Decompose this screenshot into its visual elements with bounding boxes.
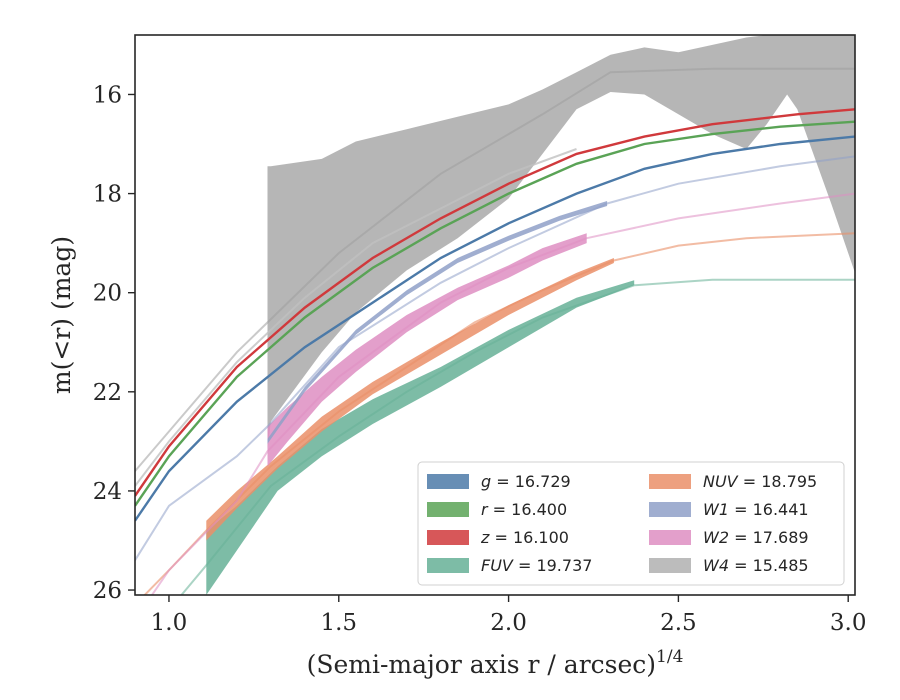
series-line-r — [135, 120, 855, 507]
x-tick-label: 1.0 — [151, 610, 188, 636]
x-axis-label: (Semi-major axis r / arcsec)1/4 — [307, 647, 684, 679]
y-tick-label: 22 — [93, 380, 122, 406]
legend-swatch-r — [427, 502, 469, 517]
y-tick-label: 18 — [93, 182, 122, 208]
series-line-g — [135, 135, 855, 522]
legend-value: = 17.689 — [729, 528, 809, 547]
series-band-w4 — [267, 35, 855, 452]
legend-value: = 15.485 — [729, 556, 809, 575]
legend-swatch-w1 — [649, 502, 691, 517]
x-axis: 1.0 1.5 2.0 2.5 3.0 — [151, 595, 867, 636]
legend-value: = 16.441 — [729, 500, 809, 519]
y-tick-label: 16 — [93, 82, 122, 108]
y-axis: 16 18 20 22 24 26 — [93, 82, 135, 604]
legend-swatch-nuv — [649, 474, 691, 489]
legend-value: = 16.400 — [488, 500, 568, 519]
legend-symbol: z — [480, 528, 490, 547]
y-tick-label: 26 — [93, 578, 122, 604]
y-tick-label: 24 — [93, 479, 122, 505]
legend-label-w1: W1 = 16.441 — [703, 500, 809, 519]
x-tick-label: 2.5 — [660, 610, 697, 636]
legend-label-w4: W4 = 15.485 — [703, 556, 809, 575]
x-axis-label-main: (Semi-major axis r / arcsec) — [307, 650, 656, 679]
legend-symbol: W1 — [703, 500, 729, 519]
x-tick-label: 3.0 — [830, 610, 867, 636]
legend-label-w2: W2 = 17.689 — [703, 528, 809, 547]
legend-label-g: g = 16.729 — [481, 472, 571, 491]
plot-area — [135, 35, 855, 595]
legend-label-nuv: NUV = 18.795 — [703, 472, 817, 491]
y-axis-label: m(<r) (mag) — [47, 236, 76, 394]
legend-label-r: r = 16.400 — [481, 500, 567, 519]
legend-symbol: r — [481, 500, 489, 519]
x-tick-label: 1.5 — [320, 610, 357, 636]
y-tick-label: 20 — [93, 281, 122, 307]
series-line-z — [135, 108, 855, 497]
legend-swatch-w4 — [649, 558, 691, 573]
legend-value: = 16.100 — [489, 528, 569, 547]
legend-symbol: g — [481, 472, 491, 491]
plot-frame — [134, 34, 856, 596]
series-line-w1 — [135, 155, 855, 561]
legend-swatch-z — [427, 530, 469, 545]
legend-symbol: W2 — [703, 528, 729, 547]
x-axis-label-exponent: 1/4 — [656, 647, 683, 667]
x-tick-label: 2.0 — [490, 610, 527, 636]
legend-value: = 19.737 — [513, 556, 593, 575]
legend-label-z: z = 16.100 — [480, 528, 569, 547]
series-line-gray-extra — [135, 148, 577, 487]
legend-swatch-g — [427, 474, 469, 489]
legend-symbol: W4 — [703, 556, 729, 575]
legend-symbol: FUV — [481, 556, 514, 575]
legend-symbol: NUV — [703, 472, 739, 491]
legend-label-fuv: FUV = 19.737 — [481, 556, 592, 575]
legend-frame — [417, 461, 845, 586]
legend-swatch-fuv — [427, 558, 469, 573]
legend-value: = 18.795 — [738, 472, 818, 491]
legend-value: = 16.729 — [491, 472, 571, 491]
legend-swatch-w2 — [649, 530, 691, 545]
